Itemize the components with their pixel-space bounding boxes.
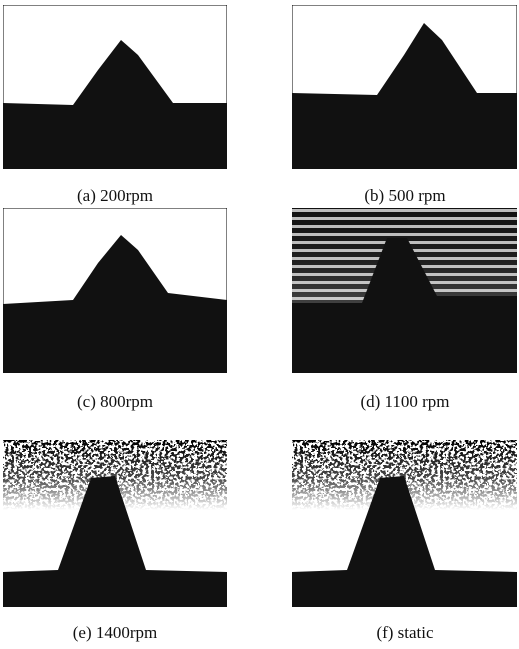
panel-image xyxy=(292,208,517,373)
panel-image xyxy=(292,440,517,607)
caption: (f) static xyxy=(376,623,434,642)
caption: (a) 200rpm xyxy=(76,186,153,205)
panel-image xyxy=(292,5,517,169)
panel-image xyxy=(3,5,227,169)
caption: (d) 1100 rpm xyxy=(360,392,450,411)
panel-image xyxy=(3,208,227,373)
caption: (c) 800rpm xyxy=(76,392,153,411)
caption: (b) 500 rpm xyxy=(364,186,446,205)
caption: (e) 1400rpm xyxy=(72,623,158,642)
panel-image xyxy=(3,440,227,607)
